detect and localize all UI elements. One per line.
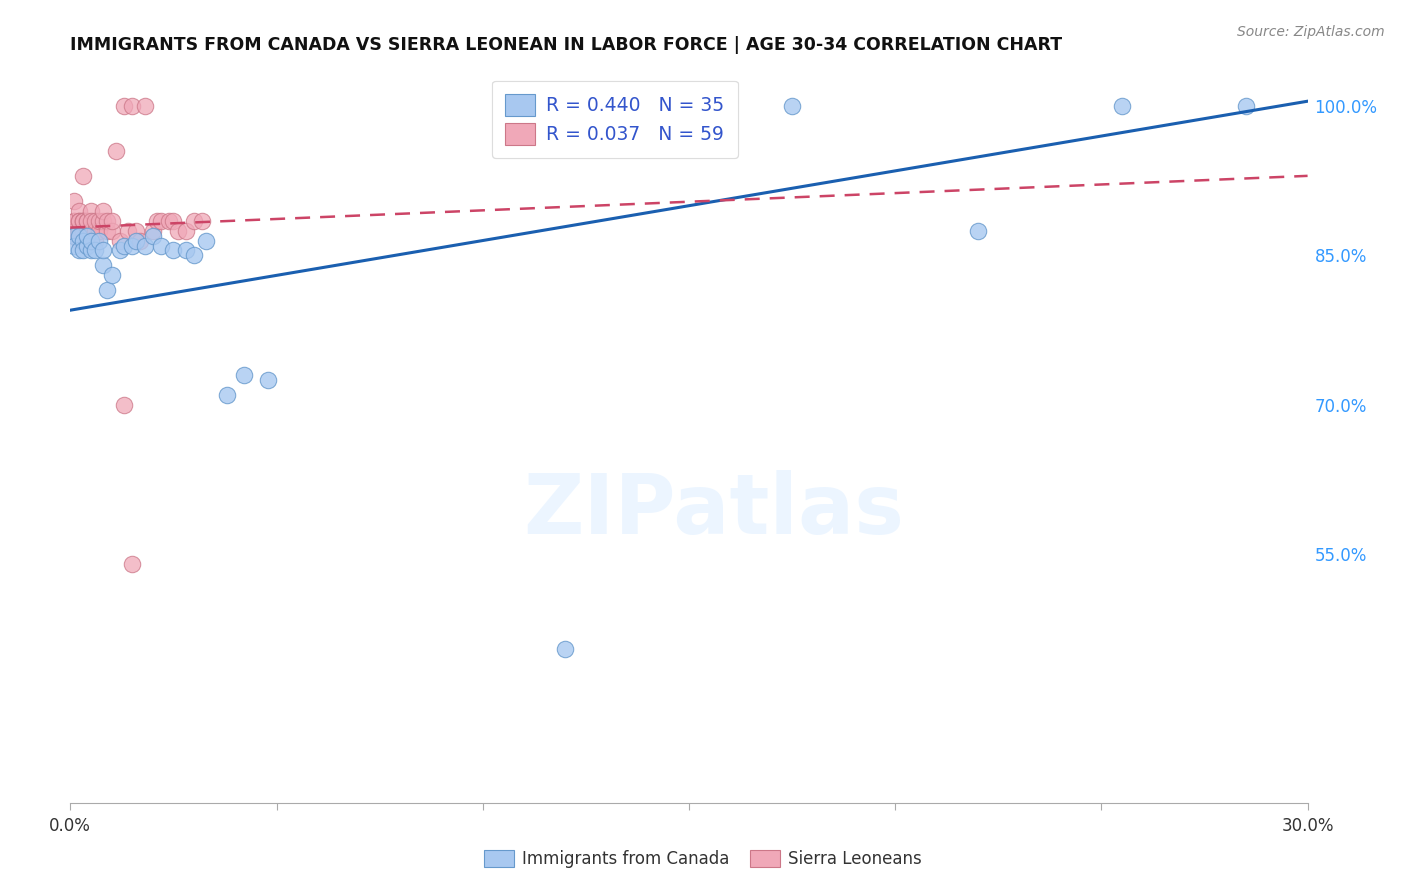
- Point: [1111, 99, 1133, 113]
- Point: [215, 388, 238, 402]
- Point: [166, 224, 188, 238]
- Point: [72, 213, 94, 227]
- Point: [72, 244, 94, 258]
- Point: [108, 234, 131, 248]
- Point: [72, 224, 94, 238]
- Point: [100, 213, 122, 227]
- Point: [76, 238, 98, 252]
- Point: [191, 213, 214, 227]
- Point: [142, 224, 165, 238]
- Point: [67, 228, 90, 243]
- Legend: R = 0.440   N = 35, R = 0.037   N = 59: R = 0.440 N = 35, R = 0.037 N = 59: [492, 81, 738, 158]
- Point: [134, 238, 156, 252]
- Point: [84, 213, 107, 227]
- Point: [76, 224, 98, 238]
- Point: [76, 213, 98, 227]
- Point: [63, 238, 86, 252]
- Point: [142, 228, 165, 243]
- Point: [966, 224, 988, 238]
- Point: [67, 224, 90, 238]
- Point: [108, 244, 131, 258]
- Point: [183, 248, 205, 262]
- Point: [67, 213, 90, 227]
- Point: [150, 238, 173, 252]
- Point: [91, 213, 114, 227]
- Point: [125, 234, 148, 248]
- Point: [162, 213, 184, 227]
- Point: [121, 557, 143, 571]
- Point: [84, 234, 107, 248]
- Text: IMMIGRANTS FROM CANADA VS SIERRA LEONEAN IN LABOR FORCE | AGE 30-34 CORRELATION : IMMIGRANTS FROM CANADA VS SIERRA LEONEAN…: [70, 36, 1063, 54]
- Point: [89, 224, 111, 238]
- Point: [67, 203, 90, 218]
- Point: [157, 213, 180, 227]
- Point: [76, 224, 98, 238]
- Point: [96, 224, 118, 238]
- Point: [80, 244, 103, 258]
- Point: [67, 234, 90, 248]
- Point: [63, 224, 86, 238]
- Text: Source: ZipAtlas.com: Source: ZipAtlas.com: [1237, 25, 1385, 39]
- Point: [146, 213, 169, 227]
- Point: [96, 213, 118, 227]
- Point: [72, 234, 94, 248]
- Point: [112, 238, 135, 252]
- Point: [232, 368, 254, 382]
- Point: [84, 244, 107, 258]
- Point: [150, 213, 173, 227]
- Point: [63, 228, 86, 243]
- Point: [63, 194, 86, 208]
- Point: [1234, 99, 1257, 113]
- Point: [129, 234, 152, 248]
- Point: [89, 213, 111, 227]
- Point: [80, 234, 103, 248]
- Point: [174, 244, 197, 258]
- Point: [72, 234, 94, 248]
- Point: [121, 99, 143, 113]
- Point: [63, 224, 86, 238]
- Point: [80, 224, 103, 238]
- Point: [67, 224, 90, 238]
- Point: [63, 213, 86, 227]
- Point: [174, 224, 197, 238]
- Point: [125, 224, 148, 238]
- Point: [80, 203, 103, 218]
- Point: [67, 213, 90, 227]
- Point: [76, 228, 98, 243]
- Point: [183, 213, 205, 227]
- Point: [112, 398, 135, 412]
- Point: [112, 99, 135, 113]
- Point: [72, 213, 94, 227]
- Point: [554, 641, 576, 656]
- Point: [257, 373, 280, 387]
- Point: [195, 234, 218, 248]
- Point: [104, 144, 127, 158]
- Point: [96, 283, 118, 297]
- Point: [63, 228, 86, 243]
- Point: [72, 224, 94, 238]
- Point: [76, 213, 98, 227]
- Point: [63, 213, 86, 227]
- Point: [72, 224, 94, 238]
- Point: [134, 99, 156, 113]
- Point: [67, 224, 90, 238]
- Point: [72, 213, 94, 227]
- Point: [80, 213, 103, 227]
- Point: [89, 234, 111, 248]
- Point: [72, 169, 94, 183]
- Point: [84, 224, 107, 238]
- Point: [67, 224, 90, 238]
- Point: [162, 244, 184, 258]
- Point: [91, 259, 114, 273]
- Point: [121, 238, 143, 252]
- Legend: Immigrants from Canada, Sierra Leoneans: Immigrants from Canada, Sierra Leoneans: [478, 843, 928, 875]
- Point: [91, 203, 114, 218]
- Point: [100, 268, 122, 283]
- Point: [100, 224, 122, 238]
- Point: [91, 244, 114, 258]
- Point: [67, 244, 90, 258]
- Text: ZIPatlas: ZIPatlas: [523, 470, 904, 550]
- Point: [117, 224, 139, 238]
- Point: [780, 99, 803, 113]
